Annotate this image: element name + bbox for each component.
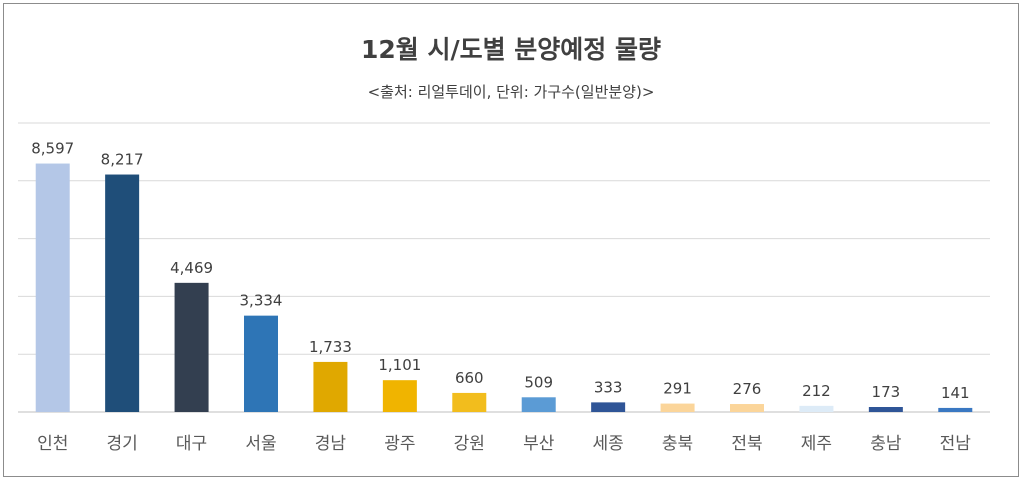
x-tick-label: 강원 xyxy=(454,434,485,454)
bar xyxy=(382,380,417,412)
bar xyxy=(452,392,487,412)
data-label: 509 xyxy=(524,373,553,391)
data-label: 173 xyxy=(872,383,901,401)
data-label: 3,334 xyxy=(240,292,283,310)
bar xyxy=(244,315,278,412)
chart-title: 12월 시/도별 분양예정 물량 xyxy=(360,35,662,64)
bar xyxy=(799,405,834,412)
data-label: 276 xyxy=(733,380,762,398)
bar xyxy=(868,407,903,412)
chart-frame: 12월 시/도별 분양예정 물량 <출처: 리얼투데이, 단위: 가구수(일반분… xyxy=(3,3,1019,477)
x-tick-label: 경기 xyxy=(107,434,138,454)
bar xyxy=(174,282,209,412)
bar xyxy=(660,403,695,412)
data-label: 1,101 xyxy=(378,356,421,374)
x-tick-label: 대구 xyxy=(176,434,207,454)
data-label: 291 xyxy=(663,380,692,398)
x-tick-label: 광주 xyxy=(384,434,415,454)
x-tick-label: 부산 xyxy=(523,434,555,454)
x-tick-label: 서울 xyxy=(245,434,276,454)
bar xyxy=(35,163,70,412)
x-tick-label: 경남 xyxy=(315,434,347,454)
data-label: 333 xyxy=(594,378,623,396)
x-tick-label: 인천 xyxy=(37,434,68,454)
data-label: 141 xyxy=(941,384,970,402)
x-tick-label: 제주 xyxy=(801,434,832,454)
x-tick-label: 세종 xyxy=(593,434,624,454)
x-tick-label: 충북 xyxy=(662,434,693,454)
x-tick-label: 전남 xyxy=(940,434,972,454)
data-label: 1,733 xyxy=(309,338,352,356)
chart-subtitle: <출처: 리얼투데이, 단위: 가구수(일반분양)> xyxy=(367,83,655,101)
data-label: 212 xyxy=(802,382,831,400)
bar xyxy=(313,361,348,412)
data-label: 660 xyxy=(455,369,484,387)
data-label: 4,469 xyxy=(170,259,213,277)
bar xyxy=(730,404,764,412)
data-label: 8,217 xyxy=(101,151,144,169)
bar xyxy=(521,397,556,412)
bar xyxy=(105,174,140,412)
x-tick-label: 충남 xyxy=(870,434,902,454)
x-tick-label: 전북 xyxy=(731,434,762,454)
bar xyxy=(938,407,973,412)
bar xyxy=(591,402,626,412)
data-label: 8,597 xyxy=(31,140,74,158)
